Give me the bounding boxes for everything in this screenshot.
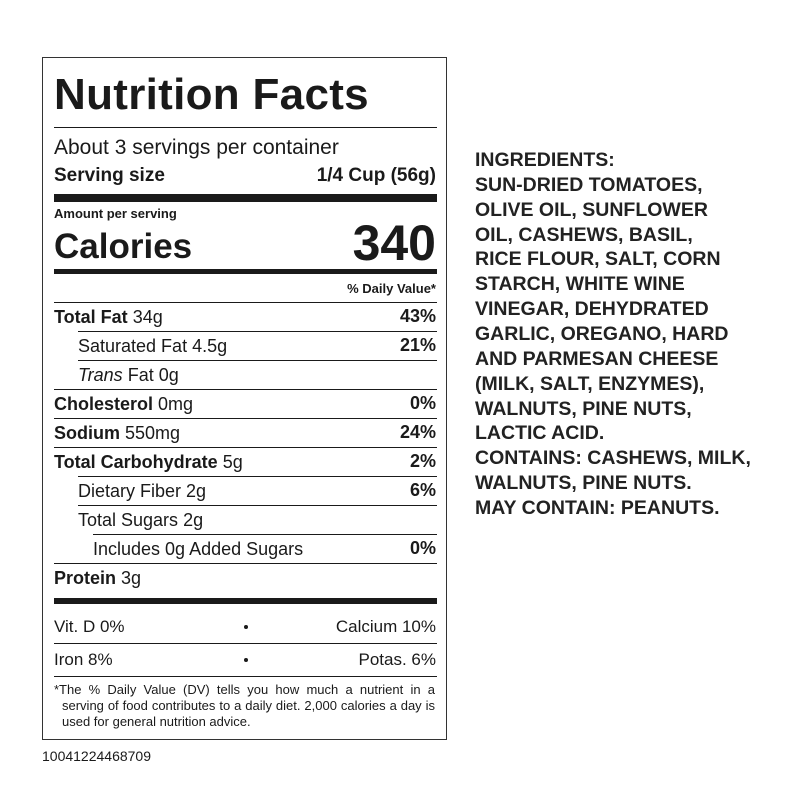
daily-value-header: % Daily Value* xyxy=(347,281,436,297)
ingredients-line: GARLIC, OREGANO, HARD xyxy=(475,323,729,346)
nutrient-row: Protein 3g xyxy=(54,567,141,589)
serving-size-value: 1/4 Cup (56g) xyxy=(316,164,436,186)
nutrient-name: Includes 0g Added Sugars xyxy=(93,539,304,559)
ingredients-line: CONTAINS: CASHEWS, MILK, xyxy=(475,447,751,470)
nutrition-label: Nutrition Facts About 3 servings per cont… xyxy=(42,57,447,740)
rule xyxy=(93,534,437,535)
calories-value: 340 xyxy=(352,215,436,271)
rule xyxy=(78,360,437,361)
amount-per-serving: Amount per serving xyxy=(54,206,177,222)
nutrient-row: Total Sugars 2g xyxy=(78,509,203,531)
ingredients-line: WALNUTS, PINE NUTS. xyxy=(475,472,692,495)
nutrient-name: Saturated Fat xyxy=(78,336,188,356)
ingredients-line: INGREDIENTS: xyxy=(475,149,615,171)
rule xyxy=(54,447,437,448)
nutrient-dv: 0% xyxy=(409,538,436,559)
nutrient-row: Saturated Fat 4.5g xyxy=(78,335,227,357)
title: Nutrition Facts xyxy=(54,69,369,119)
rule xyxy=(78,331,437,332)
rule xyxy=(54,194,437,202)
nutrient-name: Dietary Fiber xyxy=(78,481,182,501)
ingredients-line: SUN-DRIED TOMATOES, xyxy=(475,173,703,196)
ingredients-line: MAY CONTAIN: PEANUTS. xyxy=(475,497,720,520)
nutrient-amount: 0g xyxy=(158,365,179,385)
rule xyxy=(54,676,437,677)
nutrient-amount: 550mg xyxy=(125,423,181,443)
rule xyxy=(54,302,437,303)
rule xyxy=(78,476,437,477)
nutrient-name: Total Fat xyxy=(54,307,128,327)
serving-size-label: Serving size xyxy=(54,164,165,186)
rule xyxy=(54,389,437,390)
nutrient-amount: 2g xyxy=(186,481,207,501)
nutrient-row: Sodium 550mg xyxy=(54,422,180,444)
nutrient-dv: 21% xyxy=(399,335,436,356)
footnote: *The % Daily Value (DV) tells you how mu… xyxy=(54,682,435,729)
bullet xyxy=(244,625,248,629)
rule xyxy=(78,505,437,506)
rule xyxy=(54,598,437,604)
nutrient-row: Total Fat 34g xyxy=(54,306,163,328)
calories-label: Calories xyxy=(54,227,193,266)
rule xyxy=(54,563,437,564)
nutrient-italic: Trans xyxy=(78,365,123,385)
vitamin: Vit. D 0% xyxy=(54,616,125,636)
rule xyxy=(54,418,437,419)
nutrient-name: Total Carbohydrate xyxy=(54,452,218,472)
nutrient-dv: 43% xyxy=(399,306,436,327)
nutrient-amount: 3g xyxy=(121,568,142,588)
bullet xyxy=(244,658,248,662)
nutrient-name: Total Sugars xyxy=(78,510,179,530)
nutrient-row: Cholesterol 0mg xyxy=(54,393,193,415)
rule xyxy=(54,269,437,274)
rule xyxy=(54,643,437,644)
vitamin: Calcium 10% xyxy=(335,616,436,636)
nutrient-row: Trans Fat 0g xyxy=(78,364,179,386)
nutrient-amount: 4.5g xyxy=(192,336,228,356)
nutrient-name: Cholesterol xyxy=(54,394,154,414)
ingredients-line: VINEGAR, DEHYDRATED xyxy=(475,298,709,321)
vitamin: Potas. 6% xyxy=(358,649,437,669)
nutrient-amount: 0mg xyxy=(158,394,194,414)
servings: About 3 servings per container xyxy=(54,136,339,160)
nutrient-row: Includes 0g Added Sugars xyxy=(93,538,303,560)
ingredients-line: LACTIC ACID. xyxy=(475,422,605,445)
nutrient-row: Total Carbohydrate 5g xyxy=(54,451,243,473)
nutrient-dv: 0% xyxy=(409,393,436,414)
nutrient-dv: 2% xyxy=(409,451,436,472)
rule xyxy=(54,127,437,128)
ingredients-line: OLIVE OIL, SUNFLOWER xyxy=(475,198,708,221)
ingredients-line: WALNUTS, PINE NUTS, xyxy=(475,397,692,420)
ingredients-line: STARCH, WHITE WINE xyxy=(475,273,685,296)
nutrient-name: Sodium xyxy=(54,423,120,443)
nutrient-name: Fat xyxy=(127,365,154,385)
nutrient-name: Protein xyxy=(54,568,117,588)
vitamin: Iron 8% xyxy=(54,649,113,669)
ingredients-line: OIL, CASHEWS, BASIL, xyxy=(475,223,693,246)
ingredients-line: (MILK, SALT, ENZYMES), xyxy=(475,372,705,395)
nutrient-amount: 5g xyxy=(222,452,243,472)
nutrient-dv: 24% xyxy=(399,422,436,443)
ingredients-line: AND PARMESAN CHEESE xyxy=(475,347,719,370)
ingredients-line: RICE FLOUR, SALT, CORN xyxy=(475,248,721,271)
nutrient-dv: 6% xyxy=(409,480,436,501)
nutrient-amount: 2g xyxy=(183,510,204,530)
product-code: 10041224468709 xyxy=(42,748,152,764)
nutrient-amount: 34g xyxy=(132,307,163,327)
nutrient-row: Dietary Fiber 2g xyxy=(78,480,206,502)
